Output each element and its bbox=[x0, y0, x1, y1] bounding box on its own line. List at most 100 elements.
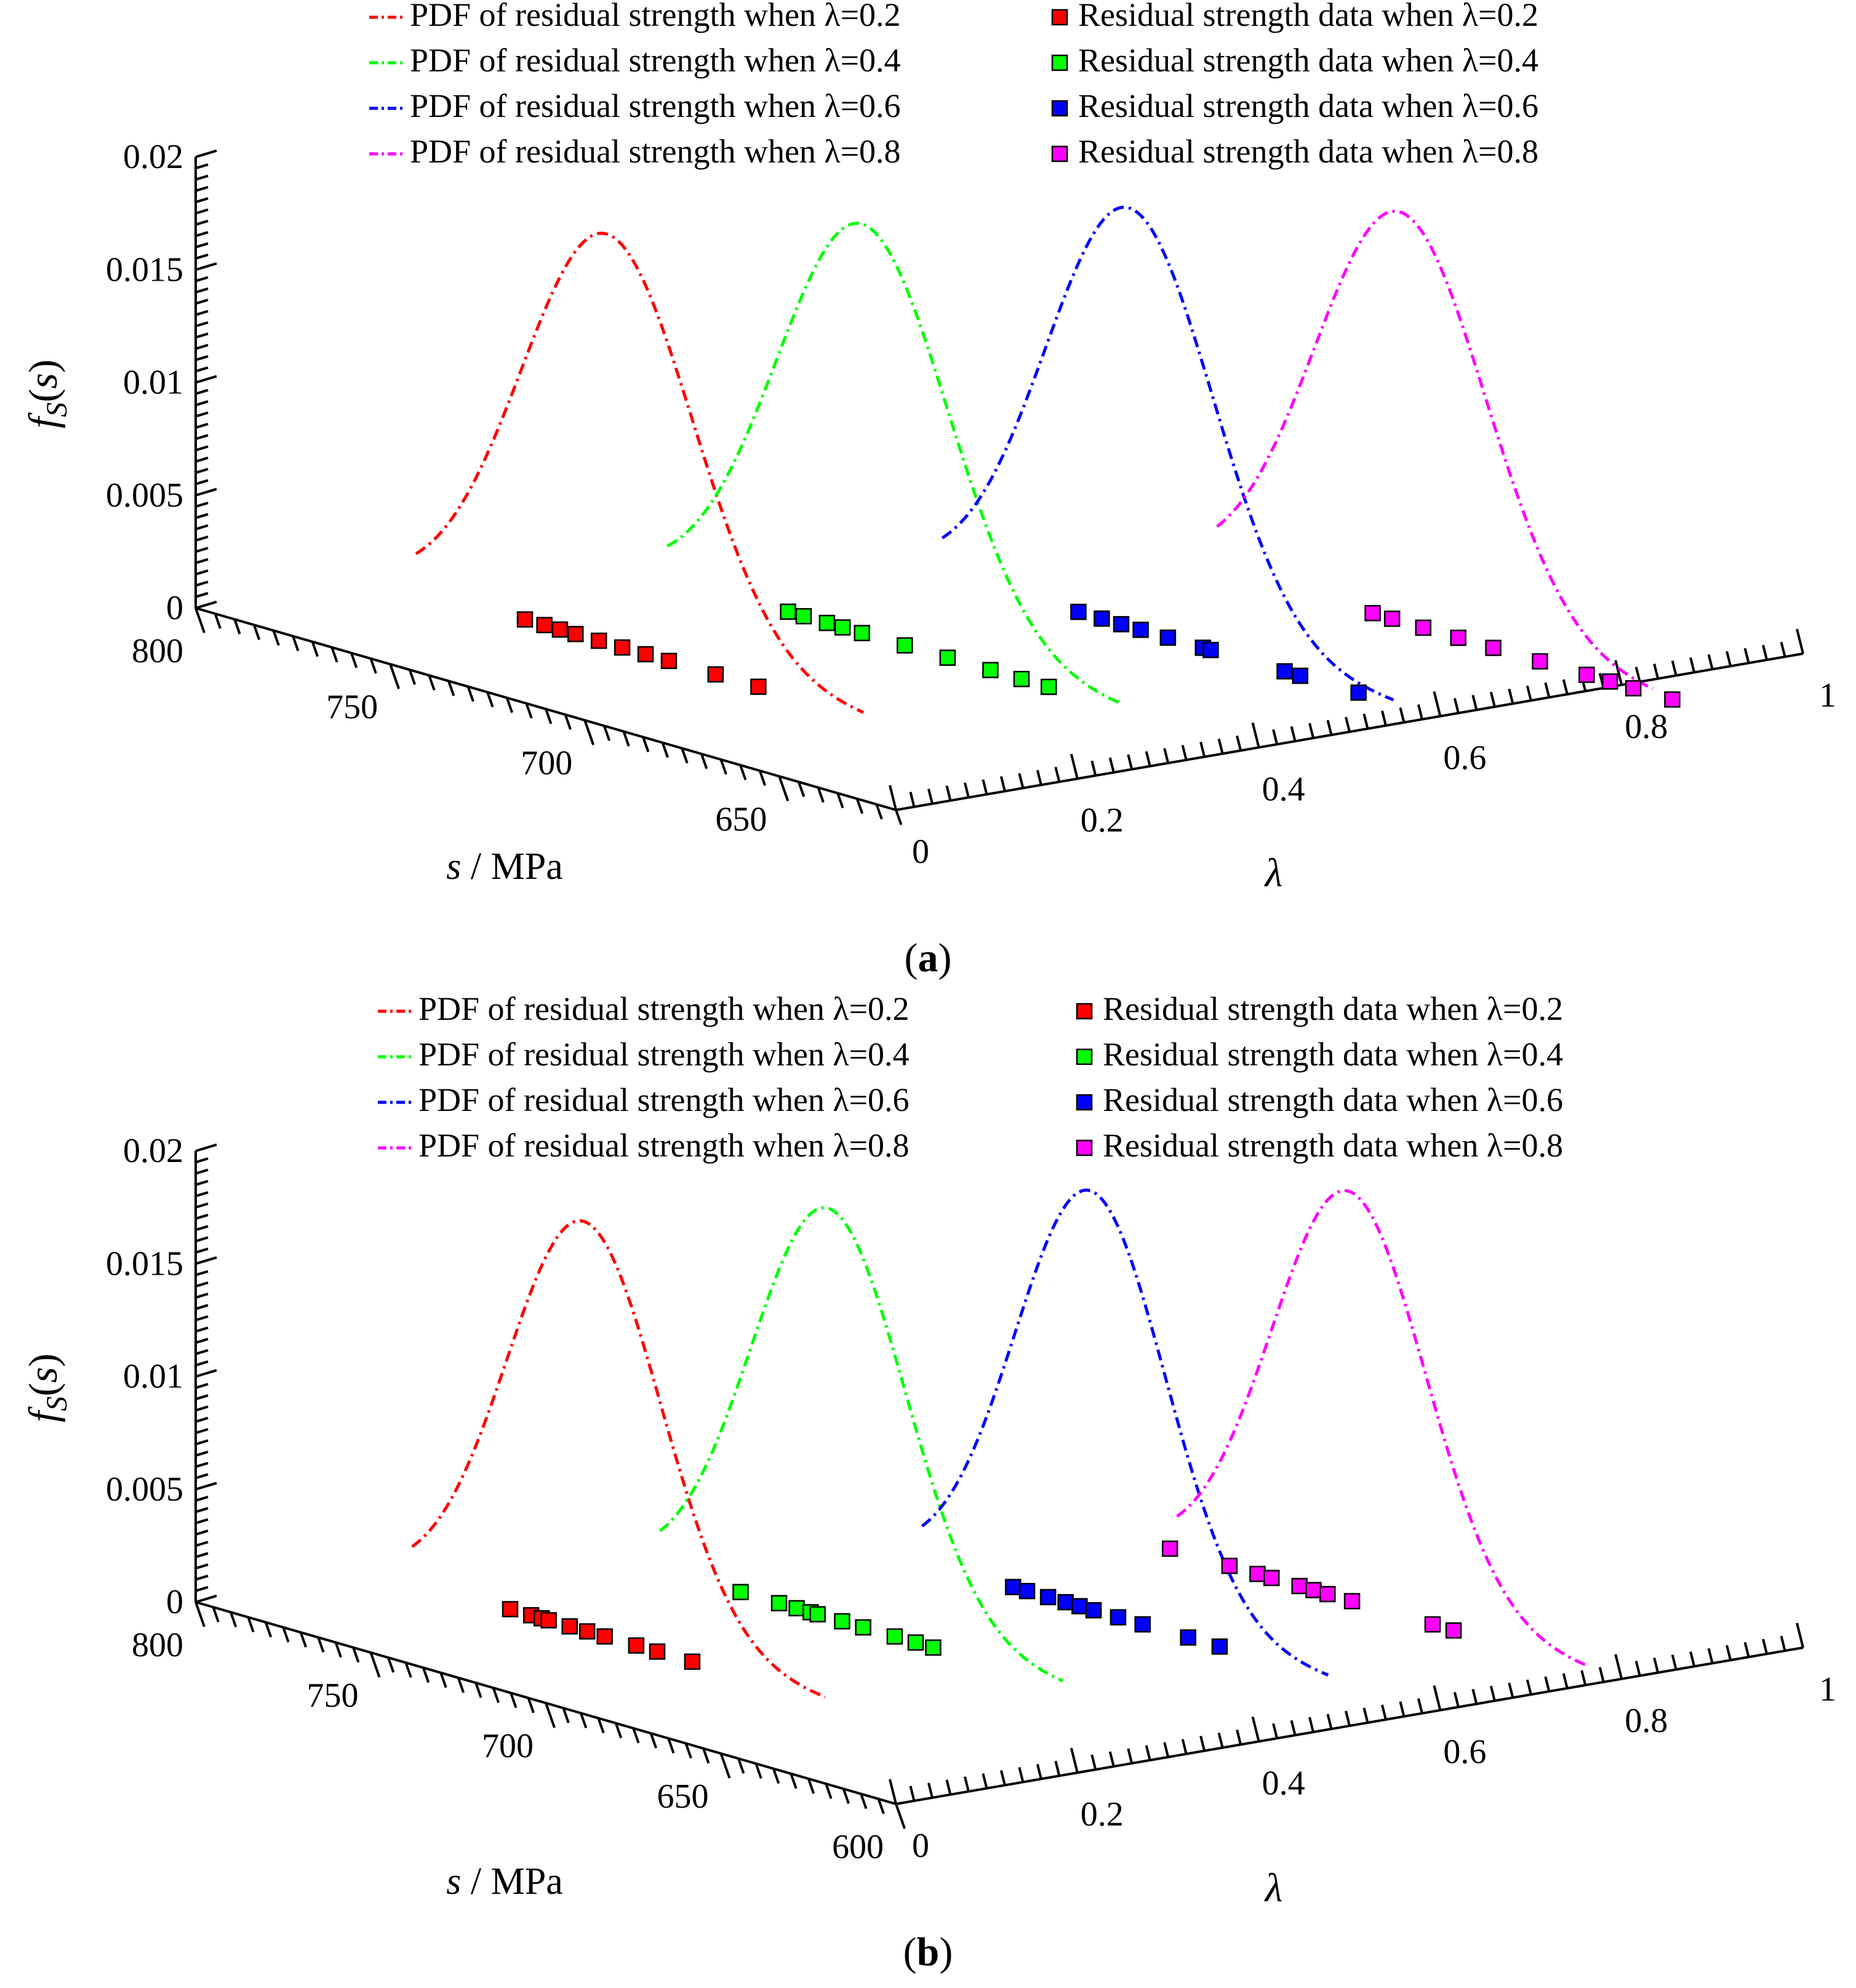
z-minor-tick bbox=[195, 1462, 209, 1469]
z-minor-tick bbox=[195, 1293, 209, 1299]
s-tick-label: 600 bbox=[832, 1828, 884, 1866]
data-point bbox=[855, 1619, 871, 1636]
lambda-minor-tick bbox=[1489, 691, 1496, 707]
lambda-minor-tick bbox=[1272, 1723, 1279, 1739]
data-point bbox=[1263, 1569, 1280, 1587]
data-point bbox=[1085, 1601, 1102, 1619]
lambda-minor-tick bbox=[1762, 644, 1768, 660]
lambda-axis-label: λ bbox=[1264, 1866, 1283, 1910]
z-minor-tick bbox=[195, 310, 209, 316]
s-minor-tick bbox=[564, 714, 572, 730]
data-point bbox=[1211, 1638, 1228, 1655]
data-point bbox=[1450, 630, 1466, 646]
z-minor-tick bbox=[195, 1585, 209, 1592]
s-minor-tick bbox=[545, 708, 553, 724]
s-minor-tick bbox=[737, 1758, 745, 1774]
data-point bbox=[780, 603, 796, 620]
lambda-minor-tick bbox=[1634, 1661, 1641, 1677]
pdf-curve-lambda-0.8 bbox=[1176, 1188, 1588, 1667]
z-tick-label: 0.02 bbox=[123, 138, 183, 176]
z-minor-tick bbox=[195, 321, 209, 327]
lambda-minor-tick bbox=[1145, 751, 1151, 767]
data-point bbox=[502, 1601, 519, 1617]
lambda-minor-tick bbox=[1290, 726, 1297, 742]
data-point bbox=[1601, 673, 1618, 690]
z-minor-tick bbox=[195, 535, 209, 542]
legend-pdf-label: PDF of residual strength when λ=0.6 bbox=[410, 87, 901, 124]
pdf-curve-lambda-0.6 bbox=[941, 206, 1394, 702]
s-minor-tick bbox=[719, 759, 727, 775]
lambda-tick-label: 0.4 bbox=[1262, 1764, 1305, 1802]
s-major-tick bbox=[194, 1601, 206, 1627]
data-point bbox=[707, 666, 724, 683]
lambda-major-tick bbox=[1251, 1716, 1260, 1742]
data-point bbox=[551, 621, 569, 638]
z-minor-tick bbox=[195, 1563, 209, 1569]
pdf-curve-lambda-0.8 bbox=[1216, 209, 1654, 691]
axes bbox=[194, 1143, 1804, 1829]
z-major-tick bbox=[195, 487, 217, 497]
data-point bbox=[1094, 610, 1110, 627]
data-point bbox=[578, 1623, 596, 1640]
s-minor-tick bbox=[614, 1723, 623, 1739]
s-minor-tick bbox=[527, 1697, 535, 1713]
lambda-minor-tick bbox=[1471, 694, 1478, 710]
legend-data-label: Residual strength data when λ=0.2 bbox=[1078, 0, 1538, 33]
lambda-tick-label: 0.8 bbox=[1625, 708, 1668, 746]
legend-data-swatch bbox=[1051, 100, 1068, 117]
lambda-major-tick bbox=[1433, 1685, 1442, 1711]
legend-pdf-label: PDF of residual strength when λ=0.2 bbox=[410, 0, 901, 33]
s-minor-tick bbox=[230, 1611, 238, 1628]
z-tick-label: 0.005 bbox=[106, 476, 183, 515]
legend-data-label: Residual strength data when λ=0.6 bbox=[1103, 1081, 1563, 1118]
s-minor-tick bbox=[754, 1763, 762, 1779]
lambda-minor-tick bbox=[1707, 1648, 1714, 1664]
z-minor-tick bbox=[195, 1428, 209, 1435]
data-point bbox=[1424, 1616, 1441, 1633]
lambda-minor-tick bbox=[982, 779, 988, 795]
lambda-minor-tick bbox=[1489, 1685, 1496, 1701]
legend-pdf-label: PDF of residual strength when λ=0.4 bbox=[418, 1036, 910, 1073]
z-minor-tick bbox=[195, 524, 209, 531]
lambda-minor-tick bbox=[1362, 713, 1369, 729]
lambda-minor-tick bbox=[1381, 1704, 1387, 1720]
lambda-major-tick bbox=[1070, 753, 1079, 779]
lambda-minor-tick bbox=[1108, 757, 1115, 773]
z-major-tick bbox=[195, 1369, 217, 1378]
lambda-minor-tick bbox=[1127, 1748, 1134, 1764]
z-minor-tick bbox=[195, 1382, 209, 1389]
data-point bbox=[886, 1628, 903, 1645]
z-minor-tick bbox=[195, 569, 209, 575]
lambda-minor-tick bbox=[1743, 647, 1750, 663]
z-minor-tick bbox=[195, 208, 209, 215]
legend: PDF of residual strength when λ=0.2 Resid… bbox=[369, 0, 1538, 170]
lambda-minor-tick bbox=[1308, 1717, 1314, 1733]
s-minor-tick bbox=[212, 1606, 220, 1622]
s-minor-tick bbox=[330, 647, 338, 663]
data-point bbox=[795, 607, 812, 625]
lambda-minor-tick bbox=[1508, 688, 1514, 704]
s-minor-tick bbox=[860, 1793, 868, 1810]
z-minor-tick bbox=[195, 1507, 209, 1513]
z-axis-label: fS(s) bbox=[21, 359, 73, 428]
data-point bbox=[750, 678, 767, 695]
lambda-minor-tick bbox=[1471, 1688, 1478, 1704]
lambda-major-tick bbox=[1251, 722, 1260, 748]
legend: PDF of residual strength when λ=0.2 Resid… bbox=[378, 994, 1563, 1164]
s-minor-tick bbox=[369, 658, 377, 674]
lambda-tick-label: 0.2 bbox=[1081, 1795, 1124, 1834]
legend-data-label: Residual strength data when λ=0.4 bbox=[1103, 1036, 1563, 1073]
data-point bbox=[567, 625, 584, 643]
z-minor-tick bbox=[195, 1473, 209, 1480]
lambda-minor-tick bbox=[1108, 1751, 1115, 1767]
z-major-tick bbox=[195, 600, 217, 609]
data-point bbox=[536, 617, 553, 633]
z-major-tick bbox=[195, 1481, 217, 1491]
s-major-tick bbox=[778, 776, 790, 801]
data-series-lambda-0.6 bbox=[1070, 603, 1367, 701]
data-point bbox=[1249, 1565, 1266, 1582]
s-tick-label: 650 bbox=[715, 800, 767, 838]
z-minor-tick bbox=[195, 411, 209, 418]
z-tick-label: 0.015 bbox=[106, 251, 183, 289]
z-minor-tick bbox=[195, 332, 209, 339]
